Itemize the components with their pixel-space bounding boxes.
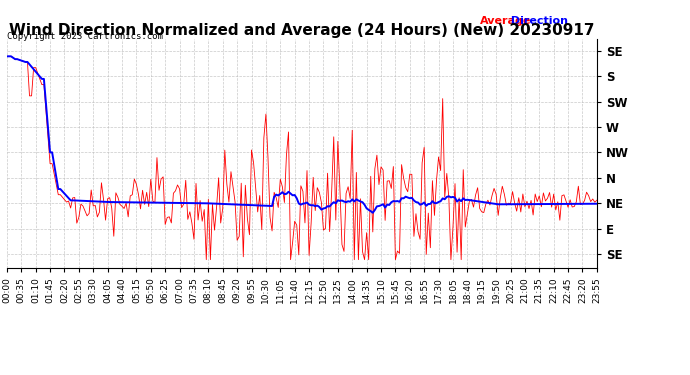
Text: Average: Average: [480, 16, 531, 26]
Text: Copyright 2023 Cartronics.com: Copyright 2023 Cartronics.com: [7, 32, 163, 41]
Title: Wind Direction Normalized and Average (24 Hours) (New) 20230917: Wind Direction Normalized and Average (2…: [9, 23, 595, 38]
Text: Direction: Direction: [507, 16, 568, 26]
